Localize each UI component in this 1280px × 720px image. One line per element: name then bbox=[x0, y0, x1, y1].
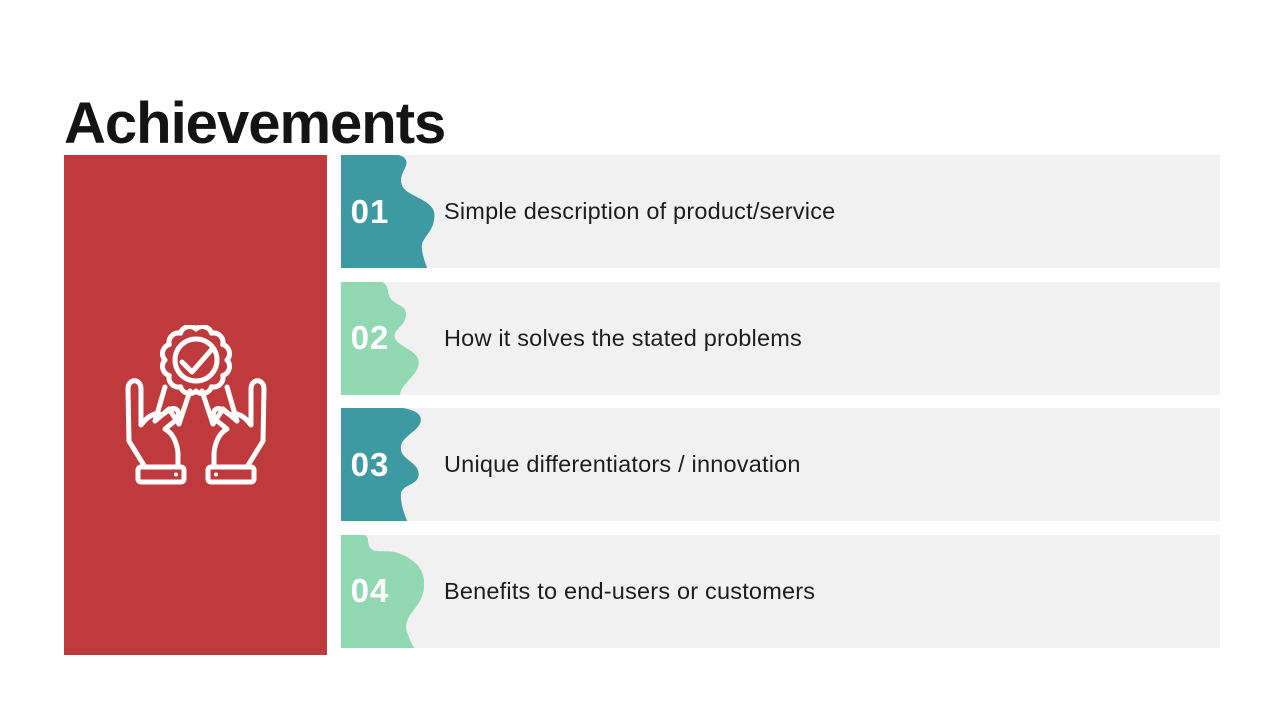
item-number: 03 bbox=[350, 445, 390, 483]
number-blob-icon bbox=[341, 155, 435, 268]
hands-holding-award-icon bbox=[125, 325, 266, 485]
item-number: 01 bbox=[350, 192, 390, 230]
hand-right bbox=[205, 378, 266, 485]
achievement-row-3: 03 Unique differentiators / innovation bbox=[341, 408, 1220, 521]
hand-left bbox=[125, 378, 186, 485]
item-text: Benefits to end-users or customers bbox=[444, 577, 816, 604]
item-text: Unique differentiators / innovation bbox=[444, 451, 801, 477]
rosette-scallop-ring bbox=[159, 325, 232, 396]
item-number: 02 bbox=[350, 319, 390, 356]
achievement-row-2: 02 How it solves the stated problems bbox=[341, 281, 1220, 395]
number-blob-icon bbox=[341, 408, 421, 521]
item-text: Simple description of product/service bbox=[444, 198, 836, 224]
item-text: How it solves the stated problems bbox=[444, 324, 802, 351]
rosette-inner-circle bbox=[172, 336, 219, 384]
achievement-list: 01 Simple description of product/service… bbox=[341, 155, 1220, 648]
item-number: 04 bbox=[350, 572, 390, 609]
achievement-row-4: 04 Benefits to end-users or customers bbox=[341, 534, 1220, 648]
checkmark-icon bbox=[179, 345, 215, 375]
page-title: Achievements bbox=[64, 90, 446, 156]
achievement-row-1: 01 Simple description of product/service bbox=[341, 155, 1220, 268]
award-panel bbox=[64, 155, 327, 655]
number-blob-icon bbox=[341, 281, 419, 395]
number-blob-icon bbox=[341, 534, 425, 648]
